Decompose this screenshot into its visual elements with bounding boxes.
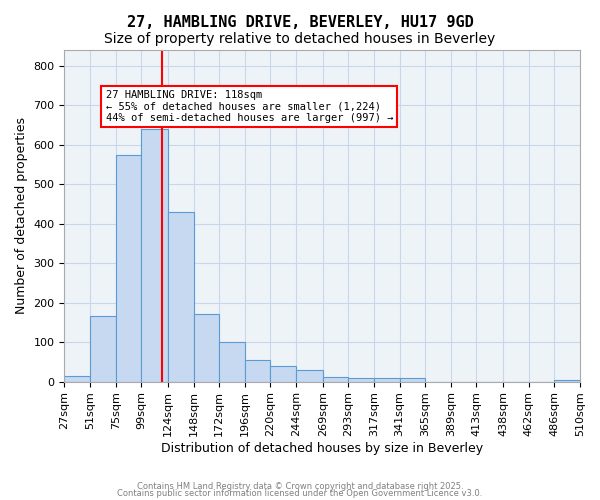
Bar — [116, 154, 141, 382]
Bar — [194, 314, 219, 382]
Bar — [245, 360, 271, 382]
Text: Contains public sector information licensed under the Open Government Licence v3: Contains public sector information licen… — [118, 489, 482, 498]
Bar — [296, 370, 323, 382]
Bar — [64, 376, 90, 382]
Bar — [323, 377, 349, 382]
Bar — [168, 212, 194, 382]
Text: 27, HAMBLING DRIVE, BEVERLEY, HU17 9GD: 27, HAMBLING DRIVE, BEVERLEY, HU17 9GD — [127, 15, 473, 30]
Bar — [90, 316, 116, 382]
Bar — [141, 129, 168, 382]
Text: 27 HAMBLING DRIVE: 118sqm
← 55% of detached houses are smaller (1,224)
44% of se: 27 HAMBLING DRIVE: 118sqm ← 55% of detac… — [106, 90, 393, 123]
Bar — [554, 380, 580, 382]
Bar — [271, 366, 296, 382]
Y-axis label: Number of detached properties: Number of detached properties — [15, 118, 28, 314]
Text: Size of property relative to detached houses in Beverley: Size of property relative to detached ho… — [104, 32, 496, 46]
Bar — [400, 378, 425, 382]
X-axis label: Distribution of detached houses by size in Beverley: Distribution of detached houses by size … — [161, 442, 483, 455]
Text: Contains HM Land Registry data © Crown copyright and database right 2025.: Contains HM Land Registry data © Crown c… — [137, 482, 463, 491]
Bar — [374, 378, 400, 382]
Bar — [219, 342, 245, 382]
Bar — [349, 378, 374, 382]
